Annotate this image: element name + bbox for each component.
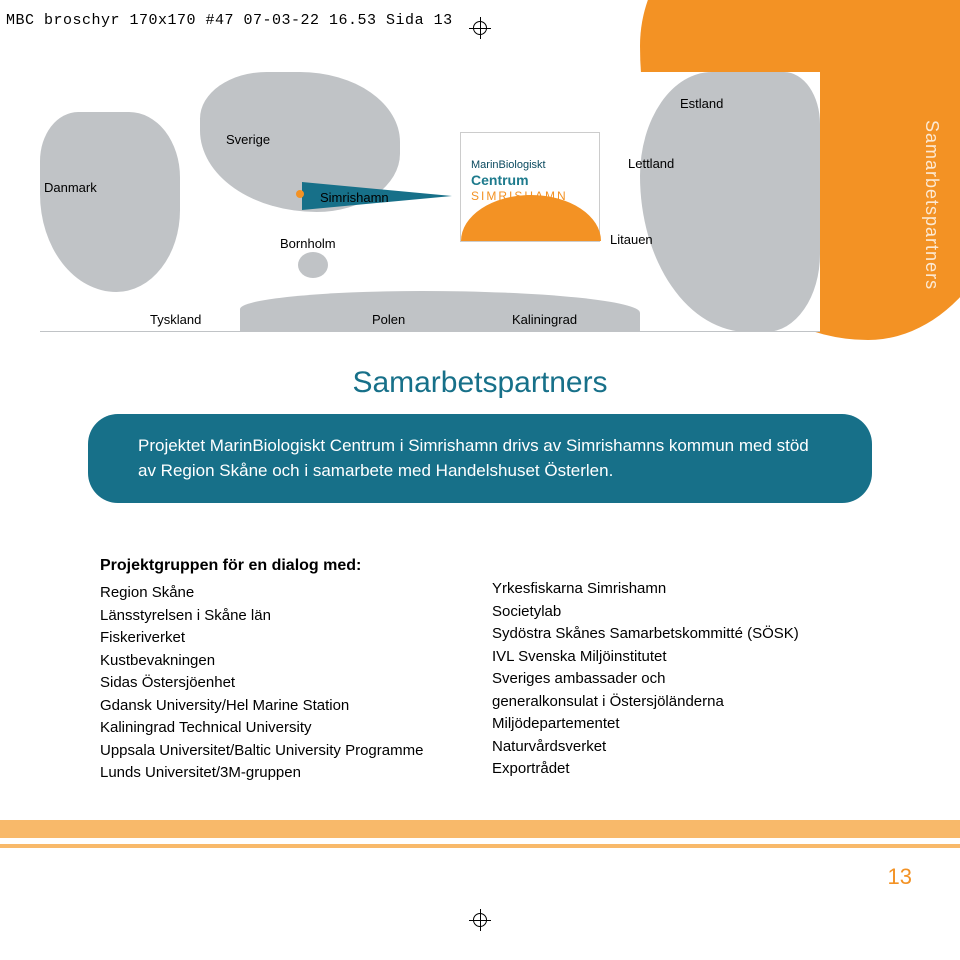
spacer [492, 554, 860, 578]
list-item: Fiskeriverket [100, 627, 468, 650]
label-bornholm: Bornholm [280, 236, 336, 251]
logo-line2: Centrum [471, 172, 568, 189]
label-lettland: Lettland [628, 156, 674, 171]
list-item: Yrkesfiskarna Simrishamn [492, 578, 860, 601]
list-item: Sidas Östersjöenhet [100, 672, 468, 695]
map-baltic-east [640, 72, 820, 332]
logo-line1: MarinBiologiskt [471, 159, 568, 172]
list-item: Kustbevakningen [100, 650, 468, 673]
map-bornholm [298, 252, 328, 278]
dialog-heading: Projektgruppen för en dialog med: [100, 554, 468, 578]
baltic-map: MarinBiologiskt Centrum SIMRISHAMN Danma… [40, 72, 820, 332]
list-item: Länsstyrelsen i Skåne län [100, 605, 468, 628]
label-tyskland: Tyskland [150, 312, 201, 327]
list-item: Miljödepartementet [492, 713, 860, 736]
side-section-label: Samarbetspartners [921, 120, 942, 290]
list-item: IVL Svenska Miljöinstitutet [492, 646, 860, 669]
list-item: Societylab [492, 601, 860, 624]
footer-bar [0, 820, 960, 838]
list-item: Uppsala Universitet/Baltic University Pr… [100, 740, 468, 763]
footer-bar-thin [0, 844, 960, 848]
dialog-columns: Projektgruppen för en dialog med: Region… [100, 554, 860, 785]
label-kaliningrad: Kaliningrad [512, 312, 577, 327]
list-item: Gdansk University/Hel Marine Station [100, 695, 468, 718]
list-item: Sydöstra Skånes Samarbetskommitté (SÖSK) [492, 623, 860, 646]
label-estland: Estland [680, 96, 723, 111]
list-item: Sveriges ambassader och [492, 668, 860, 691]
list-item: Naturvårdsverket [492, 736, 860, 759]
list-item: Kaliningrad Technical University [100, 717, 468, 740]
intro-box: Projektet MarinBiologiskt Centrum i Simr… [88, 414, 872, 503]
label-sverige: Sverige [226, 132, 270, 147]
label-litauen: Litauen [610, 232, 653, 247]
right-column: Yrkesfiskarna Simrishamn Societylab Sydö… [492, 554, 860, 785]
list-item: generalkonsulat i Östersjöländerna [492, 691, 860, 714]
list-item: Exportrådet [492, 758, 860, 781]
label-polen: Polen [372, 312, 405, 327]
map-poland [240, 291, 640, 331]
list-item: Lunds Universitet/3M-gruppen [100, 762, 468, 785]
logo-box: MarinBiologiskt Centrum SIMRISHAMN [460, 132, 600, 242]
print-header: MBC broschyr 170x170 #47 07-03-22 16.53 … [6, 12, 453, 29]
page: MBC broschyr 170x170 #47 07-03-22 16.53 … [0, 0, 960, 960]
left-column: Projektgruppen för en dialog med: Region… [100, 554, 468, 785]
label-danmark: Danmark [44, 180, 97, 195]
map-denmark [40, 112, 180, 292]
page-number: 13 [888, 864, 912, 890]
label-simrishamn: Simrishamn [320, 190, 389, 205]
page-title: Samarbetspartners [0, 366, 960, 400]
list-item: Region Skåne [100, 582, 468, 605]
